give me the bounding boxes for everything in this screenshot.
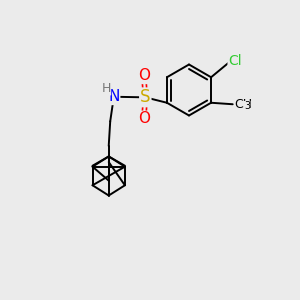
Text: H: H: [102, 82, 111, 95]
Text: S: S: [140, 88, 151, 106]
Text: O: O: [138, 111, 150, 126]
Text: 3: 3: [244, 101, 250, 111]
Text: Cl: Cl: [228, 54, 242, 68]
Text: CH: CH: [235, 98, 253, 111]
Text: O: O: [138, 68, 150, 83]
Text: N: N: [108, 89, 119, 104]
